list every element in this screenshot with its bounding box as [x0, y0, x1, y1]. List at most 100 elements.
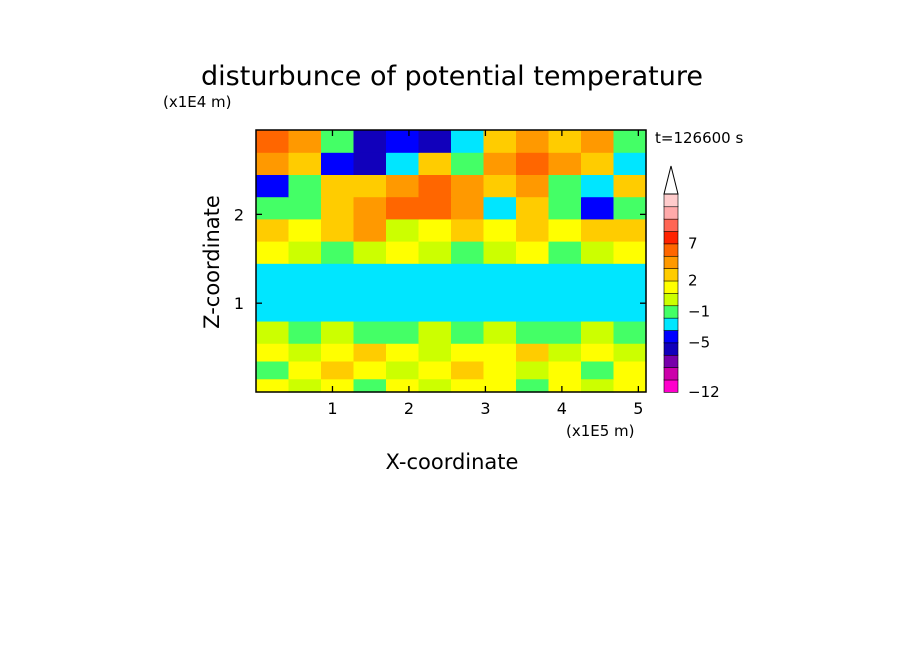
field-cell — [418, 263, 452, 322]
field-cell — [353, 360, 387, 380]
field-cell — [548, 378, 582, 393]
field-cell — [418, 174, 452, 198]
field-cell — [386, 378, 420, 393]
field-cell — [581, 196, 615, 220]
colorbar-swatch — [663, 305, 679, 319]
field-cell — [516, 343, 550, 362]
x-axis-label: X-coordinate — [386, 450, 519, 474]
field-cell — [581, 152, 615, 175]
field-cell — [353, 263, 387, 322]
field-cell — [613, 241, 647, 264]
field-cell — [256, 320, 290, 344]
field-cell — [451, 218, 485, 242]
field-cell — [516, 196, 550, 220]
field-cell — [548, 320, 582, 344]
field-cell — [613, 320, 647, 344]
colorbar: 7 2 −1 −5 −12 — [663, 165, 720, 401]
colorbar-swatch — [663, 329, 679, 344]
field-cell — [353, 152, 387, 175]
field-cell — [418, 378, 452, 393]
field-cell — [581, 343, 615, 362]
field-cell — [451, 263, 485, 322]
y-axis-label: Z-coordinate — [200, 195, 224, 329]
field-cell — [288, 196, 322, 220]
field-cell — [386, 320, 420, 344]
field-cell — [321, 378, 355, 393]
field-cell — [418, 152, 452, 175]
field-cell — [451, 360, 485, 380]
field-cell — [386, 152, 420, 175]
field-cell — [581, 241, 615, 264]
field-cell — [613, 360, 647, 380]
field-cell — [516, 218, 550, 242]
x-unit-label: (x1E5 m) — [566, 422, 635, 440]
temperature-field — [256, 130, 647, 393]
colorbar-swatch — [663, 267, 679, 282]
field-cell — [483, 130, 517, 153]
y-tick-label: 2 — [234, 205, 244, 224]
field-cell — [256, 196, 290, 220]
field-cell — [516, 174, 550, 198]
field-cell — [386, 130, 420, 153]
colorbar-swatch — [663, 280, 679, 294]
field-cell — [256, 378, 290, 393]
field-cell — [483, 152, 517, 175]
field-cell — [516, 241, 550, 264]
field-cell — [321, 130, 355, 153]
field-cell — [288, 320, 322, 344]
colorbar-swatch — [663, 255, 679, 269]
field-cell — [256, 241, 290, 264]
field-cell — [613, 378, 647, 393]
field-cell — [483, 241, 517, 264]
colorbar-swatch — [663, 218, 679, 232]
field-cell — [516, 320, 550, 344]
colorbar-label: −12 — [688, 383, 720, 401]
field-cell — [483, 320, 517, 344]
field-cell — [451, 378, 485, 393]
colorbar-swatch — [663, 243, 679, 257]
field-cell — [581, 130, 615, 153]
colorbar-swatch — [663, 206, 679, 220]
colorbar-swatch — [663, 354, 679, 368]
field-cell — [418, 130, 452, 153]
field-cell — [613, 196, 647, 220]
field-cell — [548, 196, 582, 220]
colorbar-label: 2 — [688, 272, 698, 290]
field-cell — [353, 196, 387, 220]
field-cell — [613, 218, 647, 242]
field-cell — [418, 343, 452, 362]
field-cell — [483, 360, 517, 380]
field-cell — [256, 218, 290, 242]
colorbar-swatch — [663, 230, 679, 245]
field-cell — [256, 263, 290, 322]
colorbar-swatch — [663, 193, 679, 208]
field-cell — [288, 152, 322, 175]
field-cell — [288, 263, 322, 322]
colorbar-swatch — [663, 342, 679, 356]
field-cell — [548, 263, 582, 322]
field-cell — [581, 174, 615, 198]
field-cell — [256, 360, 290, 380]
field-cell — [321, 241, 355, 264]
field-cell — [581, 320, 615, 344]
field-cell — [516, 360, 550, 380]
field-cell — [516, 378, 550, 393]
field-cell — [613, 343, 647, 362]
field-cell — [321, 263, 355, 322]
field-cell — [613, 130, 647, 153]
field-cell — [256, 152, 290, 175]
field-cell — [548, 174, 582, 198]
field-cell — [386, 263, 420, 322]
field-cell — [288, 241, 322, 264]
field-cell — [483, 263, 517, 322]
x-tick-label: 5 — [633, 399, 643, 418]
field-cell — [353, 218, 387, 242]
x-tick-label: 1 — [327, 399, 337, 418]
field-cell — [288, 343, 322, 362]
field-cell — [581, 360, 615, 380]
field-cell — [256, 130, 290, 153]
field-cell — [483, 378, 517, 393]
field-cell — [321, 343, 355, 362]
field-cell — [386, 174, 420, 198]
